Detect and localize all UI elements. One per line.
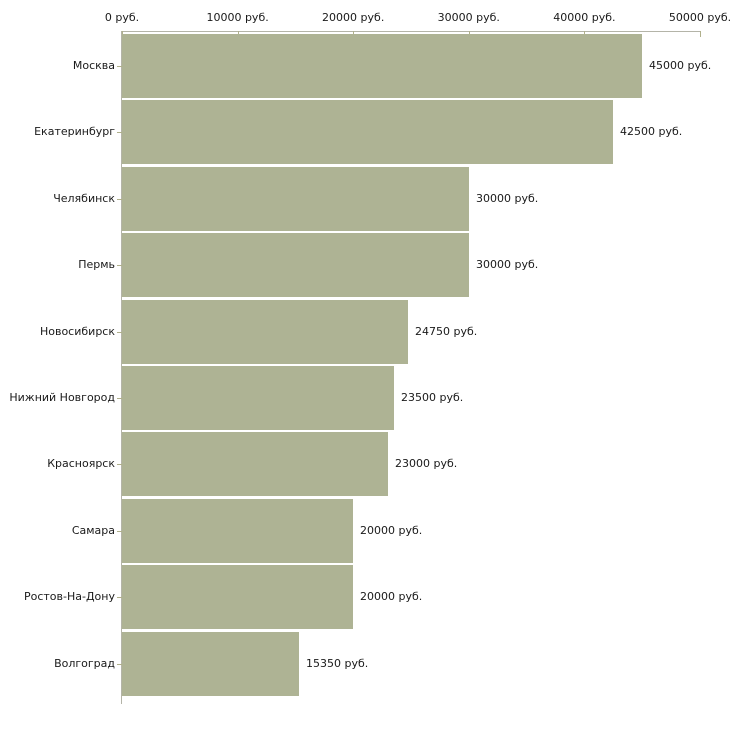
- bar[interactable]: [122, 167, 469, 231]
- y-axis-tick: [117, 398, 122, 399]
- bar[interactable]: [122, 300, 408, 364]
- bar-value-label: 20000 руб.: [360, 590, 423, 603]
- bar-value-label: 23500 руб.: [401, 391, 464, 404]
- x-axis-tick-label: 50000 руб.: [668, 11, 730, 24]
- bar[interactable]: [122, 565, 353, 629]
- category-label: Ростов-На-Дону: [23, 590, 115, 603]
- bar[interactable]: [122, 366, 394, 430]
- category-label: Самара: [71, 524, 115, 537]
- y-axis-tick: [117, 132, 122, 133]
- y-axis-line: [121, 31, 122, 704]
- category-label: Новосибирск: [39, 325, 115, 338]
- bar-value-label: 15350 руб.: [306, 657, 369, 670]
- bar[interactable]: [122, 432, 388, 496]
- bar-value-label: 30000 руб.: [476, 192, 539, 205]
- x-axis-tick-label: 30000 руб.: [437, 11, 500, 24]
- category-label: Волгоград: [54, 657, 115, 670]
- bar-value-label: 42500 руб.: [620, 125, 683, 138]
- bar-value-label: 30000 руб.: [476, 258, 539, 271]
- category-label: Москва: [72, 59, 115, 72]
- x-axis-tick-label: 10000 руб.: [206, 11, 269, 24]
- category-label: Красноярск: [47, 457, 115, 470]
- y-axis-tick: [117, 265, 122, 266]
- x-axis-tick-label: 20000 руб.: [322, 11, 385, 24]
- y-axis-tick: [117, 332, 122, 333]
- bar[interactable]: [122, 34, 642, 98]
- y-axis-tick: [117, 464, 122, 465]
- bar-value-label: 23000 руб.: [395, 457, 458, 470]
- category-label: Екатеринбург: [34, 125, 115, 138]
- y-axis-tick: [117, 597, 122, 598]
- y-axis-tick: [117, 531, 122, 532]
- x-axis-tick-label: 0 руб.: [104, 11, 140, 24]
- bar-value-label: 24750 руб.: [415, 325, 478, 338]
- x-axis-tick: [700, 31, 701, 37]
- bar-value-label: 45000 руб.: [649, 59, 712, 72]
- category-label: Нижний Новгород: [9, 391, 115, 404]
- bar[interactable]: [122, 499, 353, 563]
- x-axis-line: [122, 31, 700, 32]
- category-label: Челябинск: [53, 192, 115, 205]
- x-axis-tick-label: 40000 руб.: [553, 11, 616, 24]
- y-axis-tick: [117, 199, 122, 200]
- category-label: Пермь: [78, 258, 115, 271]
- bar[interactable]: [122, 632, 299, 696]
- bar[interactable]: [122, 233, 469, 297]
- y-axis-tick: [117, 66, 122, 67]
- bar[interactable]: [122, 100, 613, 164]
- y-axis-tick: [117, 664, 122, 665]
- bar-value-label: 20000 руб.: [360, 524, 423, 537]
